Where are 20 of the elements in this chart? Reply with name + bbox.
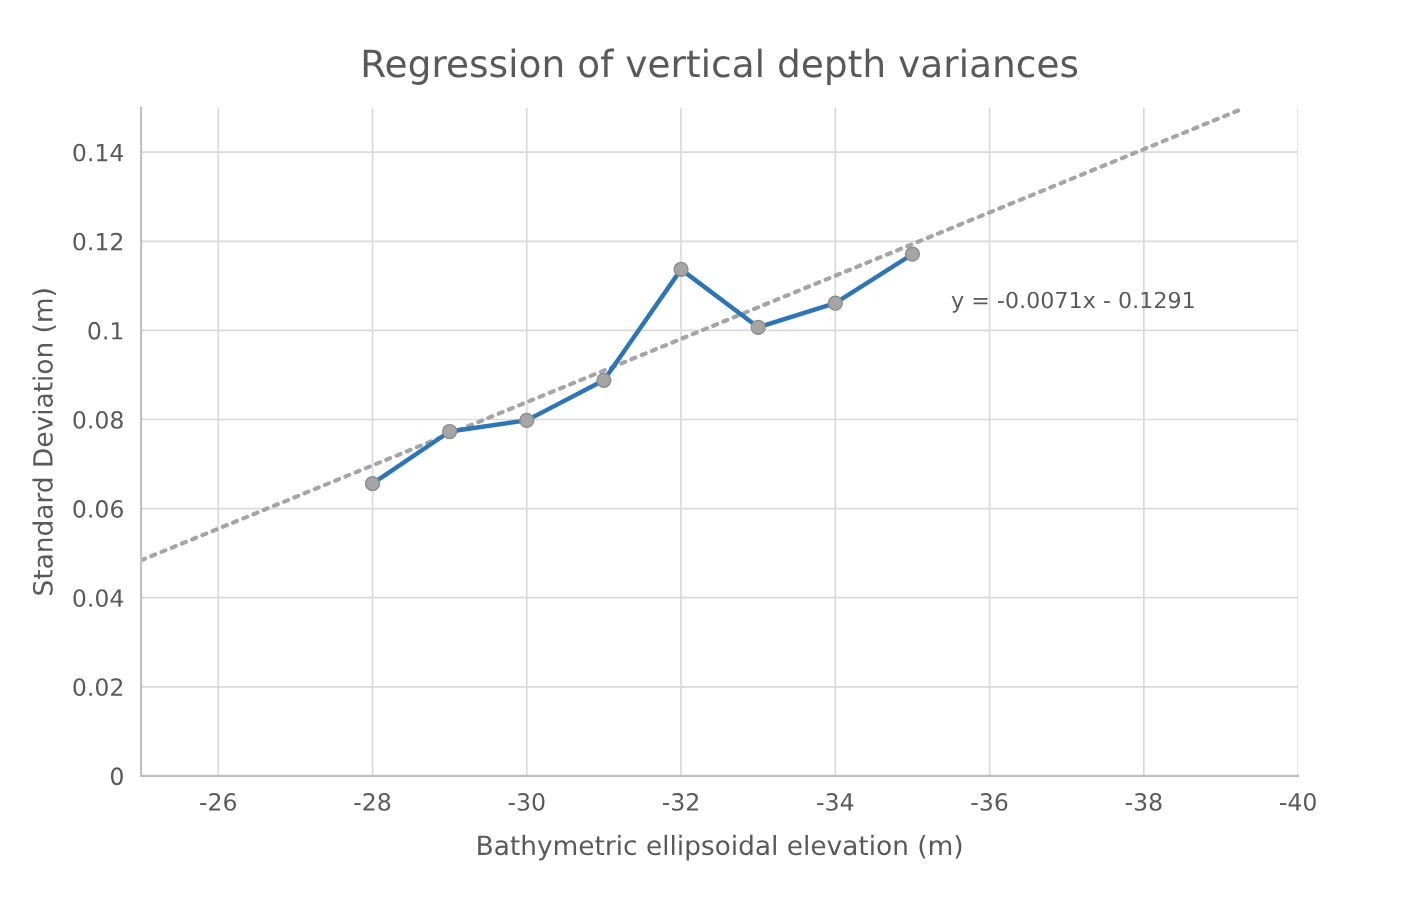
y-tick-label: 0.14 [73, 143, 124, 162]
x-tick-label: -34 [817, 792, 854, 811]
x-tick-label: -30 [508, 792, 545, 811]
y-tick-label: 0 [110, 767, 123, 786]
chart-title: Regression of vertical depth variances [363, 48, 1078, 85]
annotation: y = -0.0071x - 0.1291 [951, 291, 1194, 313]
y-tick-label: 0.08 [73, 410, 123, 429]
x-tick-label: -38 [1125, 792, 1162, 811]
y-axis-title: Standard Deviation (m) [32, 289, 56, 595]
y-tick-label: 0.02 [73, 678, 123, 697]
y-tick-label: 0.12 [73, 232, 123, 251]
x-tick-label: -32 [662, 792, 698, 811]
x-tick-label: -26 [200, 792, 237, 811]
y-tick-label: 0.1 [88, 321, 123, 340]
x-tick-label: -40 [1279, 792, 1316, 811]
x-tick-label: -28 [354, 792, 391, 811]
x-axis-title: Bathymetric ellipsoidal elevation (m) [478, 834, 962, 861]
y-tick-label: 0.06 [73, 500, 123, 518]
y-tick-label: 0.04 [73, 589, 124, 608]
x-tick-label: -36 [971, 792, 1008, 811]
